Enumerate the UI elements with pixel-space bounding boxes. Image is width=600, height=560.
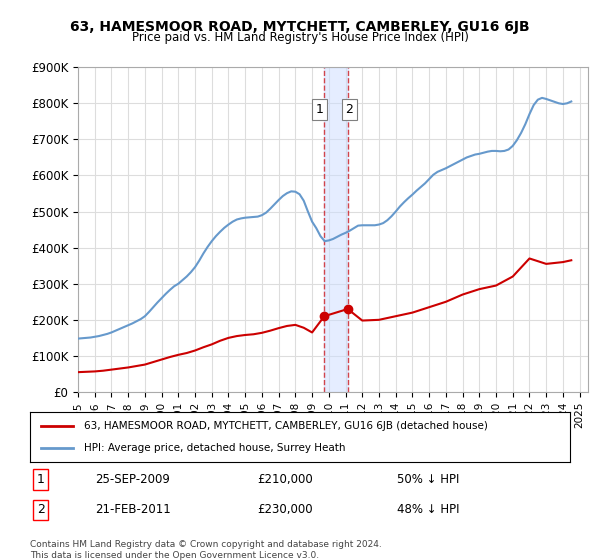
Text: 1: 1 — [37, 473, 45, 486]
Text: £210,000: £210,000 — [257, 473, 313, 486]
Text: 21-FEB-2011: 21-FEB-2011 — [95, 503, 170, 516]
Text: 63, HAMESMOOR ROAD, MYTCHETT, CAMBERLEY, GU16 6JB (detached house): 63, HAMESMOOR ROAD, MYTCHETT, CAMBERLEY,… — [84, 421, 488, 431]
Text: 63, HAMESMOOR ROAD, MYTCHETT, CAMBERLEY, GU16 6JB: 63, HAMESMOOR ROAD, MYTCHETT, CAMBERLEY,… — [70, 20, 530, 34]
Text: 2: 2 — [346, 103, 353, 116]
Text: 50% ↓ HPI: 50% ↓ HPI — [397, 473, 460, 486]
Text: 48% ↓ HPI: 48% ↓ HPI — [397, 503, 460, 516]
Text: 25-SEP-2009: 25-SEP-2009 — [95, 473, 170, 486]
Text: Price paid vs. HM Land Registry's House Price Index (HPI): Price paid vs. HM Land Registry's House … — [131, 31, 469, 44]
Text: 1: 1 — [316, 103, 323, 116]
Text: Contains HM Land Registry data © Crown copyright and database right 2024.
This d: Contains HM Land Registry data © Crown c… — [30, 540, 382, 560]
Bar — [325, 67, 348, 392]
Text: 2: 2 — [37, 503, 45, 516]
Text: £230,000: £230,000 — [257, 503, 313, 516]
Text: HPI: Average price, detached house, Surrey Heath: HPI: Average price, detached house, Surr… — [84, 443, 346, 453]
